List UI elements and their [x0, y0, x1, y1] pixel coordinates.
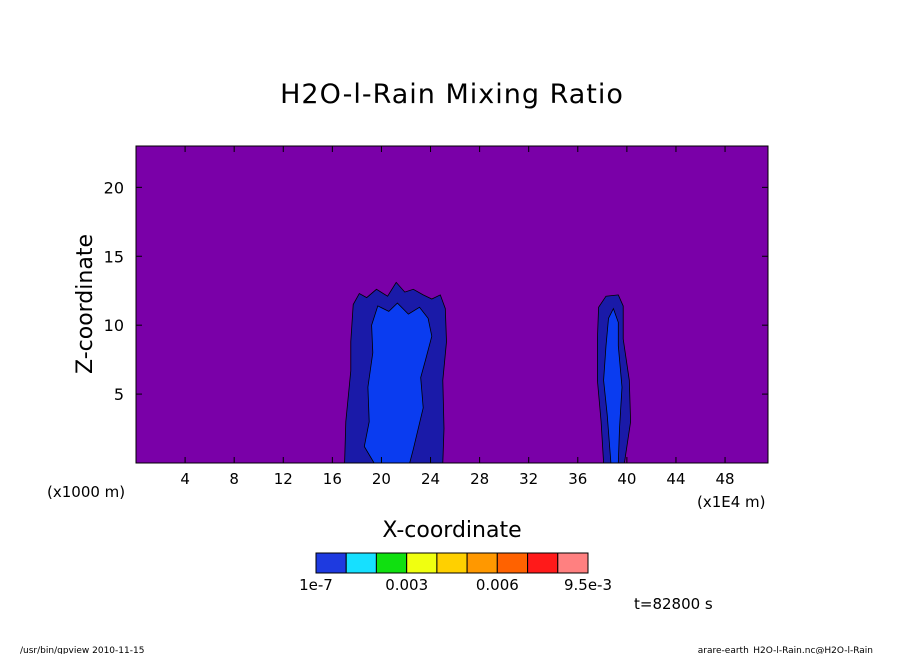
y-tick-label: 5: [114, 385, 124, 404]
x-tick-label: 28: [470, 470, 489, 488]
x-tick-label: 44: [666, 470, 685, 488]
x-tick-label: 36: [568, 470, 587, 488]
y-tick-label: 15: [104, 247, 124, 266]
colorbar-swatch: [345, 552, 377, 574]
y-axis-label: Z-coordinate: [73, 234, 98, 374]
colorbar-swatch: [375, 552, 408, 574]
contour-region-inner: [363, 302, 433, 464]
colorbar-label: 0.006: [476, 576, 519, 594]
x-tick-label: 12: [274, 470, 293, 488]
x-tick-label: 24: [421, 470, 440, 488]
footer-right: arare-earth_H2O-l-Rain.nc@H2O-l-Rain: [698, 646, 873, 654]
contour-region-inner: [603, 307, 623, 464]
colorbar-label: 0.003: [385, 576, 428, 594]
x-axis-label: X-coordinate: [382, 518, 521, 543]
y-tick-label: 20: [104, 178, 124, 197]
x-unit-right: (x1E4 m): [697, 493, 766, 511]
x-tick-label: 8: [229, 470, 239, 488]
colorbar: 1e-7 0.003 0.006 9.5e-3: [299, 552, 612, 594]
x-tick-label: 20: [372, 470, 391, 488]
colorbar-swatch: [466, 552, 498, 574]
colorbar-label: 9.5e-3: [564, 576, 612, 594]
y-tick-label: 10: [104, 316, 124, 335]
x-tick-label: 48: [716, 470, 735, 488]
plot-frame: [135, 145, 769, 464]
x-tick-label: 4: [180, 470, 190, 488]
x-tick-label: 32: [519, 470, 538, 488]
colorbar-swatch: [527, 552, 559, 574]
plot-background: [136, 146, 768, 463]
x-tick-label: 16: [323, 470, 342, 488]
colorbar-swatch: [436, 552, 468, 574]
x-tick-label: 40: [617, 470, 636, 488]
colorbar-swatch: [406, 552, 438, 574]
chart-title: H2O-l-Rain Mixing Ratio: [280, 79, 624, 110]
footer-left: /usr/bin/gpview 2010-11-15: [20, 646, 144, 654]
colorbar-swatch: [496, 552, 528, 574]
colorbar-swatch: [315, 552, 347, 574]
x-unit-left: (x1000 m): [47, 483, 125, 501]
colorbar-swatch: [557, 552, 589, 574]
colorbar-label: 1e-7: [299, 576, 333, 594]
time-label: t=82800 s: [634, 595, 713, 613]
